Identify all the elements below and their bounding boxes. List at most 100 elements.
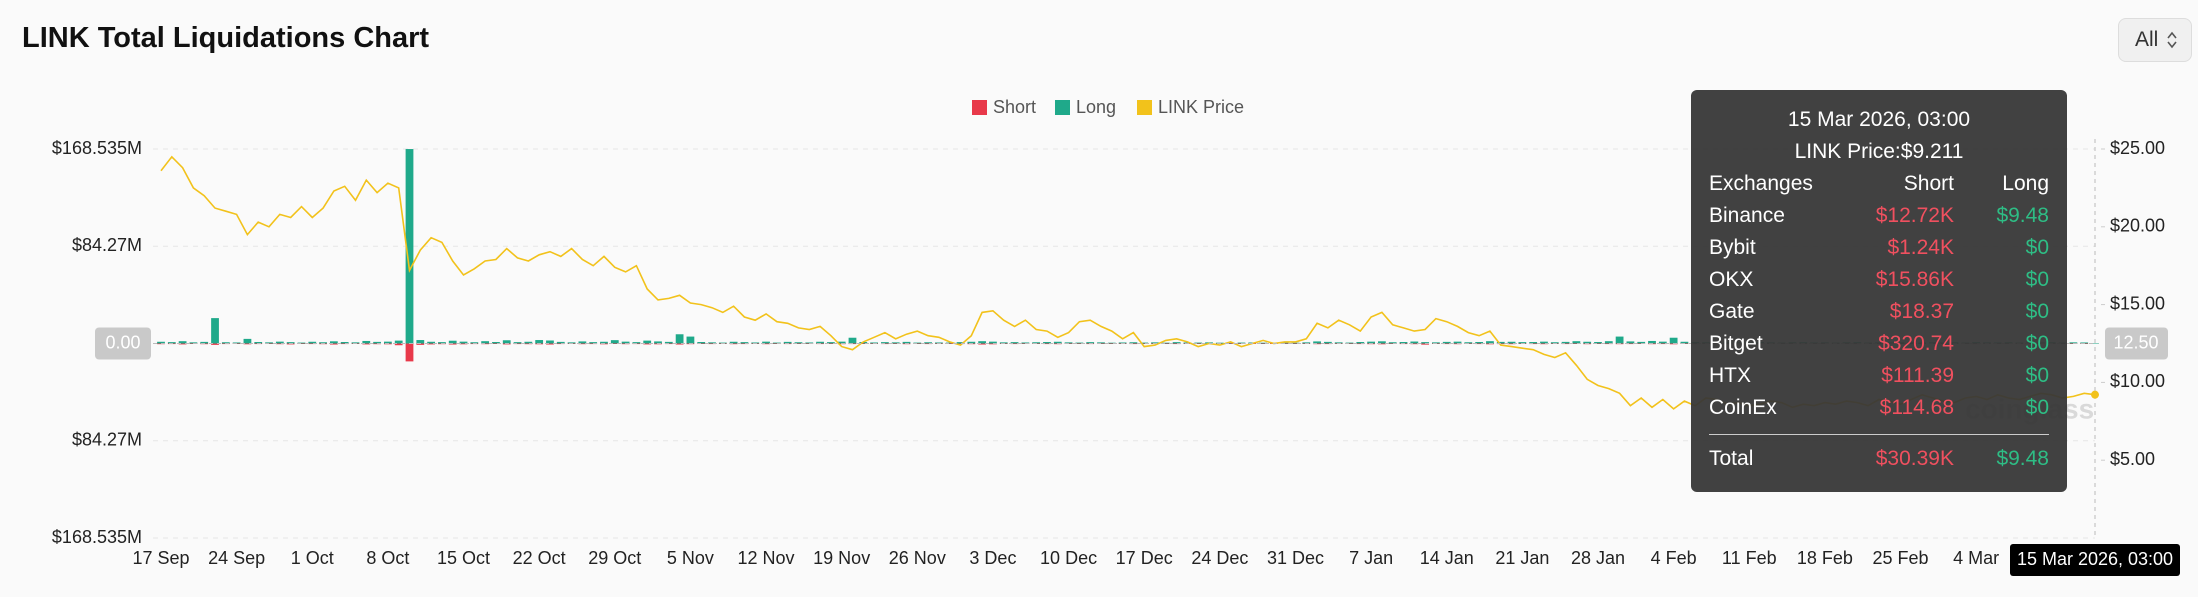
bar bbox=[178, 341, 187, 344]
bar bbox=[157, 341, 165, 344]
bar bbox=[740, 343, 749, 345]
bar bbox=[1410, 341, 1419, 344]
bar bbox=[1064, 342, 1073, 344]
bar bbox=[1032, 342, 1041, 344]
bar bbox=[632, 342, 641, 344]
bar bbox=[438, 342, 446, 344]
bar bbox=[826, 342, 835, 344]
x-tick-label: 17 Sep bbox=[132, 548, 189, 568]
tooltip-cell: $9.48 bbox=[1996, 204, 2049, 227]
tooltip-cell: $30.39K bbox=[1875, 447, 1954, 470]
bar bbox=[956, 342, 965, 344]
bar bbox=[708, 342, 716, 344]
tooltip-cell: $114.68 bbox=[1879, 396, 1954, 419]
bar bbox=[621, 341, 630, 344]
x-tick-label: 4 Feb bbox=[1651, 548, 1697, 568]
y2-tick-label: $10.00 bbox=[2110, 371, 2165, 391]
x-tick-label: 26 Nov bbox=[889, 548, 946, 568]
bar bbox=[167, 342, 176, 344]
bar bbox=[1540, 343, 1548, 345]
bar bbox=[935, 342, 943, 344]
legend-swatch bbox=[972, 100, 987, 115]
bar bbox=[1410, 343, 1419, 345]
bar bbox=[978, 343, 987, 345]
tooltip-row: CoinEx $114.68 $0 bbox=[1709, 392, 2049, 424]
bar bbox=[373, 341, 381, 344]
legend-swatch bbox=[1137, 100, 1152, 115]
bar bbox=[881, 342, 889, 344]
tooltip-cell: $0 bbox=[2025, 332, 2049, 355]
bar bbox=[384, 341, 392, 344]
x-tick-label: 29 Oct bbox=[588, 548, 641, 568]
crosshair-y2-label: 12.50 bbox=[2113, 332, 2158, 352]
bar bbox=[448, 340, 457, 344]
tooltip-row: Binance $12.72K $9.48 bbox=[1709, 200, 2049, 232]
bar bbox=[1323, 341, 1332, 344]
bar bbox=[340, 343, 349, 345]
range-select[interactable]: All bbox=[2118, 18, 2192, 62]
bar bbox=[1572, 341, 1581, 344]
bar bbox=[913, 342, 922, 344]
x-tick-label: 24 Sep bbox=[208, 548, 265, 568]
bar bbox=[891, 343, 900, 344]
x-tick-label: 18 Feb bbox=[1797, 548, 1853, 568]
y2-tick-label: $20.00 bbox=[2110, 216, 2165, 236]
bar bbox=[978, 341, 987, 344]
tooltip-cell: $0 bbox=[2025, 396, 2049, 419]
bar bbox=[1486, 341, 1494, 344]
bar bbox=[1010, 342, 1019, 344]
tooltip-header: Exchanges Short Long bbox=[1709, 168, 2049, 200]
bar bbox=[1550, 342, 1559, 344]
bar bbox=[1669, 337, 1678, 344]
range-value: All bbox=[2135, 28, 2159, 51]
bar bbox=[265, 342, 273, 344]
crosshair-y-label: 0.00 bbox=[105, 332, 140, 352]
tooltip-row: Gate $18.37 $0 bbox=[1709, 296, 2049, 328]
bar bbox=[1496, 341, 1505, 344]
bar bbox=[1161, 342, 1170, 344]
bar bbox=[1421, 342, 1430, 344]
x-tick-label: 12 Nov bbox=[738, 548, 795, 568]
bar bbox=[340, 341, 349, 344]
legend-label: LINK Price bbox=[1158, 97, 1244, 117]
bar bbox=[1475, 343, 1484, 345]
tooltip-price: LINK Price:$9.211 bbox=[1794, 140, 1964, 163]
bar bbox=[1475, 341, 1484, 344]
bar bbox=[762, 343, 770, 345]
bar bbox=[1594, 341, 1602, 344]
bar bbox=[1561, 343, 1570, 345]
bar bbox=[1356, 343, 1365, 345]
tooltip-row: Bitget $320.74 $0 bbox=[1709, 328, 2049, 360]
bar bbox=[751, 342, 760, 344]
bar bbox=[254, 341, 263, 344]
bar bbox=[967, 341, 976, 344]
bar bbox=[762, 341, 770, 344]
bar bbox=[1388, 342, 1397, 344]
bar bbox=[643, 343, 652, 345]
tooltip-cell: HTX bbox=[1709, 364, 1751, 387]
bar bbox=[1367, 341, 1375, 344]
x-tick-label: 4 Mar bbox=[1953, 548, 1999, 568]
bar bbox=[805, 342, 814, 344]
bar bbox=[1172, 342, 1181, 344]
bar bbox=[1637, 341, 1646, 344]
tooltip-cell: $0 bbox=[2025, 268, 2049, 291]
bar bbox=[243, 343, 252, 345]
bar bbox=[265, 343, 273, 344]
tooltip-cell: $111.39 bbox=[1881, 364, 1954, 387]
bar bbox=[1626, 341, 1635, 344]
x-tick-label: 19 Nov bbox=[813, 548, 870, 568]
bar bbox=[1604, 343, 1613, 345]
bar bbox=[1334, 342, 1343, 344]
bar bbox=[427, 341, 436, 344]
bar bbox=[329, 343, 338, 345]
tooltip-cell: $12.72K bbox=[1875, 204, 1954, 227]
bar bbox=[427, 343, 436, 345]
bar bbox=[1529, 341, 1538, 344]
bar bbox=[2080, 342, 2089, 344]
bar bbox=[1378, 343, 1386, 345]
y-tick-label: $168.535M bbox=[52, 527, 142, 547]
bar bbox=[546, 340, 554, 344]
bar bbox=[351, 342, 360, 344]
x-tick-label: 17 Dec bbox=[1116, 548, 1173, 568]
